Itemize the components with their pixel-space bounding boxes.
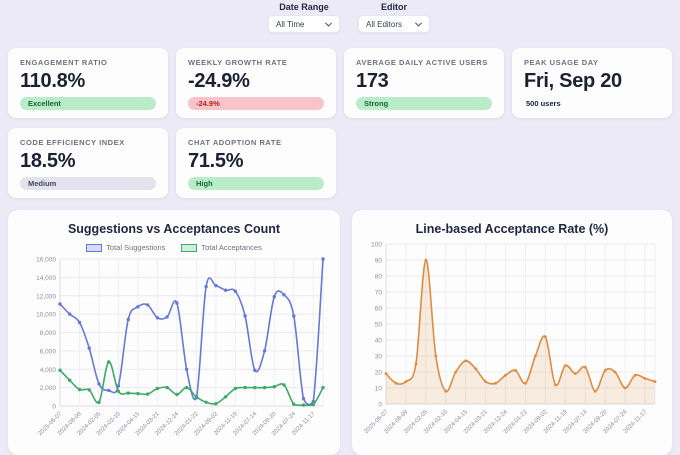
kpi-card-avg-daily-active-users: AVERAGE DAILY ACTIVE USERS 173 Strong — [344, 48, 504, 118]
status-badge: Strong — [356, 97, 492, 110]
svg-text:10: 10 — [375, 386, 383, 393]
editor-filter: Editor All Editors — [358, 2, 430, 33]
svg-text:4,000: 4,000 — [40, 367, 57, 374]
kpi-label: CODE EFFICIENCY INDEX — [20, 138, 125, 147]
legend-label: Total Acceptances — [201, 243, 262, 252]
chart-legend: Total Suggestions Total Acceptances — [16, 243, 332, 252]
suggestions-vs-acceptances-chart: 2025-06-072024-08-092024-02-052024-02-10… — [36, 257, 325, 437]
kpi-card-code-efficiency-index: CODE EFFICIENCY INDEX 18.5% Medium — [8, 128, 168, 198]
svg-text:50: 50 — [375, 322, 383, 329]
kpi-label: ENGAGEMENT RATIO — [20, 58, 108, 67]
svg-text:80: 80 — [375, 274, 383, 281]
chart-title: Suggestions vs Acceptances Count — [67, 222, 281, 236]
svg-text:10,000: 10,000 — [36, 312, 56, 319]
kpi-label: AVERAGE DAILY ACTIVE USERS — [356, 58, 488, 67]
filters-bar: Date Range All Time Editor All Editors — [268, 2, 430, 33]
acceptance-rate-chart: 2025-06-072024-08-092024-02-052024-02-10… — [363, 242, 657, 435]
acceptance-rate-chart-card: Line-based Acceptance Rate (%) 2025-06-0… — [352, 210, 672, 455]
svg-text:16,000: 16,000 — [36, 257, 56, 264]
kpi-label: WEEKLY GROWTH RATE — [188, 58, 288, 67]
legend-label: Total Suggestions — [106, 243, 166, 252]
kpi-label: PEAK USAGE DAY — [524, 58, 599, 67]
legend-item-total-suggestions[interactable]: Total Suggestions — [86, 243, 165, 252]
kpi-card-weekly-growth-rate: WEEKLY GROWTH RATE -24.9% -24.9% — [176, 48, 336, 118]
svg-text:60: 60 — [375, 306, 383, 313]
editor-select[interactable]: All Editors — [358, 15, 430, 33]
svg-text:0: 0 — [52, 404, 56, 411]
kpi-value: 71.5% — [188, 150, 244, 172]
svg-text:40: 40 — [375, 338, 383, 345]
svg-text:14,000: 14,000 — [36, 275, 56, 282]
kpi-value: 110.8% — [20, 70, 85, 92]
status-badge: Excellent — [20, 97, 156, 110]
legend-swatch — [86, 243, 103, 252]
kpi-grid: ENGAGEMENT RATIO 110.8% Excellent WEEKLY… — [8, 48, 672, 198]
svg-text:12,000: 12,000 — [36, 293, 56, 300]
status-badge: 500 users — [526, 99, 561, 108]
svg-text:70: 70 — [375, 290, 383, 297]
kpi-value: 173 — [356, 70, 389, 92]
svg-text:2,000: 2,000 — [40, 385, 57, 392]
date-range-select[interactable]: All Time — [268, 15, 340, 33]
legend-swatch — [181, 243, 198, 252]
svg-text:0: 0 — [378, 402, 382, 409]
kpi-card-peak-usage-day: PEAK USAGE DAY Fri, Sep 20 500 users — [512, 48, 672, 118]
date-range-filter: Date Range All Time — [268, 2, 340, 33]
chevron-down-icon — [415, 22, 422, 27]
kpi-card-engagement-ratio: ENGAGEMENT RATIO 110.8% Excellent — [8, 48, 168, 118]
svg-text:90: 90 — [375, 258, 383, 265]
kpi-value: 18.5% — [20, 150, 76, 172]
charts-row: Suggestions vs Acceptances Count Total S… — [8, 210, 672, 455]
status-badge: High — [188, 177, 324, 190]
editor-value: All Editors — [366, 19, 403, 29]
chevron-down-icon — [325, 22, 332, 27]
legend-item-total-acceptances[interactable]: Total Acceptances — [181, 243, 262, 252]
svg-text:6,000: 6,000 — [40, 348, 57, 355]
kpi-label: CHAT ADOPTION RATE — [188, 138, 282, 147]
status-badge: -24.9% — [188, 97, 324, 110]
kpi-value: Fri, Sep 20 — [524, 70, 622, 92]
kpi-card-chat-adoption-rate: CHAT ADOPTION RATE 71.5% High — [176, 128, 336, 198]
date-range-value: All Time — [276, 19, 305, 29]
svg-text:20: 20 — [375, 370, 383, 377]
chart-title: Line-based Acceptance Rate (%) — [415, 222, 609, 236]
editor-label: Editor — [381, 2, 407, 12]
svg-text:30: 30 — [375, 354, 383, 361]
svg-text:100: 100 — [371, 242, 382, 249]
svg-text:8,000: 8,000 — [40, 330, 57, 337]
date-range-label: Date Range — [279, 2, 329, 12]
status-badge: Medium — [20, 177, 156, 190]
suggestions-chart-card: Suggestions vs Acceptances Count Total S… — [8, 210, 340, 455]
kpi-value: -24.9% — [188, 70, 250, 92]
